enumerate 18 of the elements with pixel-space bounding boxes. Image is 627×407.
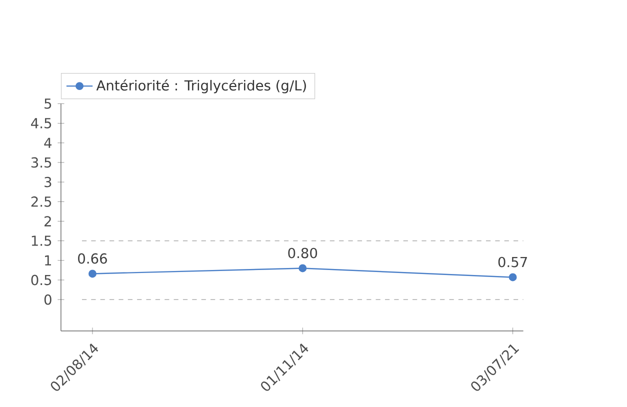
y-tick-label: 5 (44, 98, 52, 109)
y-tick-label: 0 (44, 294, 52, 305)
y-tick-label: 4.5 (31, 118, 52, 128)
legend-label: Antériorité : Triglycérides (g/L) (96, 79, 306, 94)
data-label: 0.80 (288, 248, 318, 258)
y-tick-label: 4 (44, 138, 52, 148)
point (298, 264, 307, 272)
y-tick-label: 1 (45, 255, 52, 266)
y-tick-label: 3.5 (31, 157, 52, 168)
y-tick-label: 1.5 (32, 236, 52, 246)
data-label: 0.66 (78, 253, 107, 264)
data-label: 0.57 (498, 256, 527, 268)
point (88, 270, 96, 278)
y-tick-label: 0.5 (31, 274, 52, 286)
y-tick-label: 3 (44, 176, 52, 188)
point (508, 273, 517, 282)
y-tick-label: 2.5 (31, 196, 52, 207)
y-tick-label: 2 (44, 216, 51, 226)
